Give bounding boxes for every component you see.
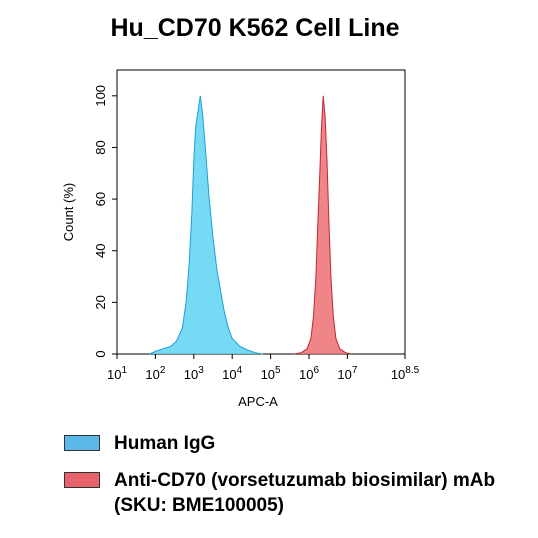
y-tick-label: 80 — [93, 140, 108, 154]
legend-swatch-human-igg — [64, 435, 100, 451]
y-tick-label: 20 — [93, 295, 108, 309]
series-layer — [149, 95, 352, 355]
y-tick-label: 40 — [93, 243, 108, 257]
x-tick-label: 102 — [145, 365, 165, 382]
y-axis: 0 20 40 60 80 100 — [93, 85, 117, 358]
series-area-0 — [149, 95, 263, 355]
x-tick-label: 105 — [261, 365, 281, 382]
series-outline-1 — [293, 95, 352, 355]
series-area-1 — [293, 95, 352, 355]
legend-label-human-igg: Human IgG — [114, 433, 216, 454]
chart-title: Hu_CD70 K562 Cell Line — [110, 14, 400, 42]
x-axis-label: APC-A — [238, 394, 278, 409]
x-tick-label: 106 — [299, 365, 319, 382]
x-tick-label: 103 — [184, 365, 204, 382]
x-tick-label: 104 — [222, 365, 242, 382]
y-tick-label: 60 — [93, 192, 108, 206]
y-tick-label: 100 — [93, 85, 108, 107]
series-outline-0 — [149, 95, 263, 355]
x-tick-label: 107 — [337, 365, 357, 382]
x-tick-label: 108.5 — [391, 365, 420, 382]
x-axis: 101 102 103 104 105 106 107 108.5 — [107, 354, 420, 382]
plot-frame — [116, 69, 406, 355]
x-tick-label: 101 — [107, 365, 127, 382]
legend-swatch-anti-cd70 — [64, 472, 100, 488]
y-axis-label: Count (%) — [61, 183, 76, 242]
legend-label-anti-cd70: Anti-CD70 (vorsetuzumab biosimilar) mAb … — [114, 470, 496, 516]
y-tick-label: 0 — [93, 350, 108, 357]
